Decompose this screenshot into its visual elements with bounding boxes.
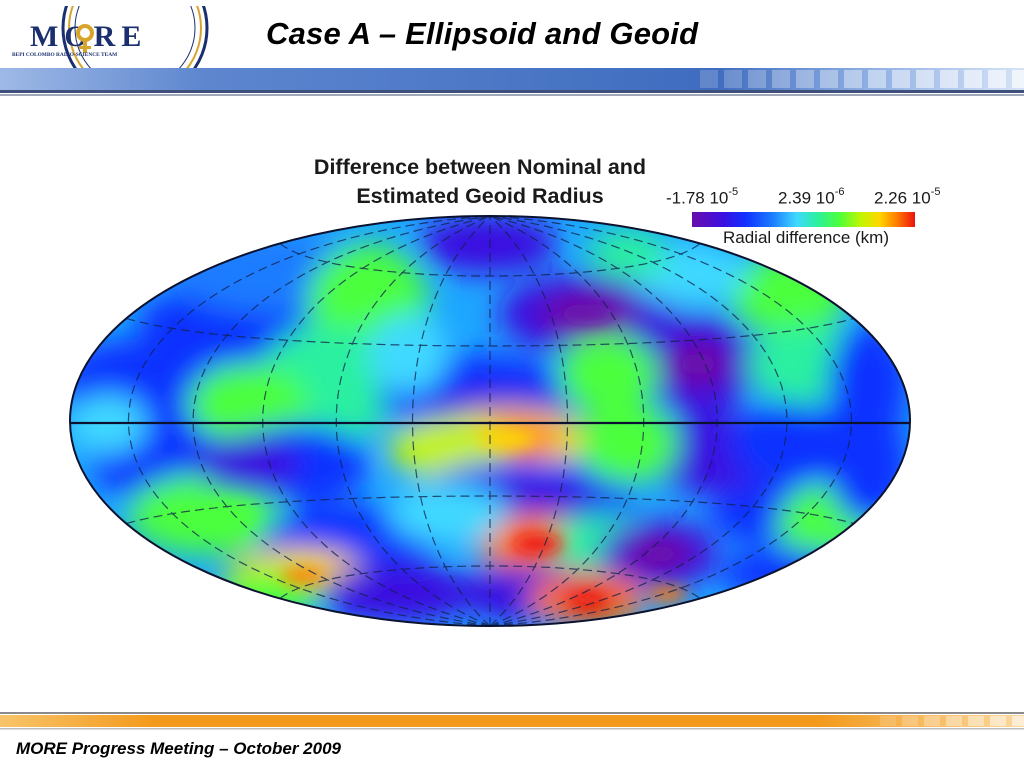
field-hotspot xyxy=(513,534,563,554)
header-pattern-square xyxy=(940,70,958,88)
figure-title: Difference between Nominal and Estimated… xyxy=(250,153,710,211)
colorbar xyxy=(692,212,915,227)
field-blob xyxy=(318,564,478,624)
colorbar-min-label: -1.78 10-5 xyxy=(666,186,739,208)
figure-title-line2: Estimated Geoid Radius xyxy=(356,184,604,208)
footer-pattern-square xyxy=(968,716,984,726)
header-bar xyxy=(0,68,1024,96)
footer-pattern-square xyxy=(990,716,1006,726)
footer-pattern-square xyxy=(880,716,896,726)
graticule xyxy=(126,216,854,626)
header-pattern-square xyxy=(724,70,742,88)
footer-pattern xyxy=(880,716,1024,726)
field-hotspot xyxy=(560,304,616,324)
field-blob xyxy=(388,484,508,544)
footer-bar xyxy=(0,712,1024,730)
header-pattern-square xyxy=(844,70,862,88)
parallel-line xyxy=(126,317,854,347)
field-hotspot xyxy=(478,429,538,449)
logo-tagline: BEPI COLOMBO RADIO-SCIENCE TEAM xyxy=(12,52,117,58)
header-pattern-square xyxy=(964,70,982,88)
header-pattern xyxy=(700,70,1024,88)
field-hotspot xyxy=(281,568,325,584)
parallel-line xyxy=(279,565,701,599)
parallel-line xyxy=(126,495,854,525)
colorbar-mid-label: 2.39 10-6 xyxy=(778,186,845,208)
footer-pattern-square xyxy=(1012,716,1024,726)
meridian-line xyxy=(192,216,491,626)
colorbar-axis-label: Radial difference (km) xyxy=(723,228,889,247)
parallel-line xyxy=(279,243,701,277)
header-pattern-square xyxy=(988,70,1006,88)
figure-title-line1: Difference between Nominal and xyxy=(313,155,647,179)
header-pattern-square xyxy=(796,70,814,88)
venus-symbol-icon xyxy=(76,24,94,53)
footer-pattern-square xyxy=(924,716,940,726)
map-outline xyxy=(69,215,911,627)
header-pattern-square xyxy=(916,70,934,88)
footer-pattern-square xyxy=(946,716,962,726)
field-blob xyxy=(558,334,658,414)
field-blob xyxy=(588,229,668,279)
field-hotspot xyxy=(680,354,716,374)
field-blob xyxy=(418,216,558,274)
field-blob xyxy=(198,434,298,494)
slide-title: Case A – Ellipsoid and Geoid xyxy=(266,16,699,51)
header-pattern-square xyxy=(868,70,886,88)
header-pattern-square xyxy=(892,70,910,88)
header-pattern-square xyxy=(748,70,766,88)
field-hotspot xyxy=(198,499,258,529)
field-blob xyxy=(578,404,678,484)
field-hotspot xyxy=(648,586,688,602)
colorbar-max-label: 2.26 10-5 xyxy=(874,186,941,208)
field-blob xyxy=(728,254,848,334)
header-pattern-square xyxy=(1012,70,1024,88)
geoid-difference-map xyxy=(69,215,911,627)
footer-pattern-square xyxy=(902,716,918,726)
footer-text: MORE Progress Meeting – October 2009 xyxy=(16,739,341,758)
field-blob xyxy=(718,549,858,599)
field-blob xyxy=(368,314,448,394)
field-hotspot xyxy=(570,594,606,606)
header-pattern-square xyxy=(772,70,790,88)
header-pattern-square xyxy=(700,70,718,88)
header-pattern-square xyxy=(820,70,838,88)
field-hotspot xyxy=(642,546,678,562)
